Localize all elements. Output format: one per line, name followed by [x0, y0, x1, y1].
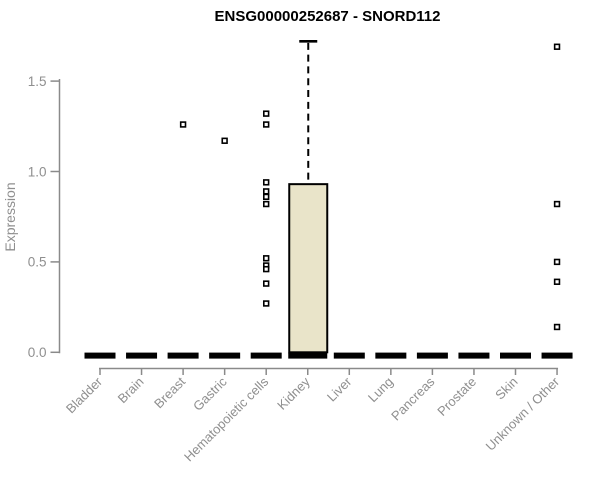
x-category-label: Brain	[115, 374, 147, 406]
outlier-point	[262, 265, 270, 273]
median-bar	[209, 352, 241, 359]
x-category-label: Skin	[492, 374, 520, 402]
median-bar	[167, 352, 199, 359]
y-tick-label: 1.0	[28, 164, 47, 179]
x-category-label: Unknown / Other	[483, 374, 563, 454]
outlier-point	[553, 43, 561, 50]
x-category-label: Pancreas	[388, 374, 438, 424]
outlier-point	[262, 179, 270, 186]
outlier-point	[262, 193, 270, 201]
median-bar	[288, 352, 328, 359]
y-tick-label: 1.5	[28, 74, 47, 89]
outlier-point	[553, 200, 561, 208]
x-category-label: Lung	[365, 374, 396, 405]
box-kidney	[288, 183, 329, 354]
median-bar	[250, 352, 282, 359]
chart-title: ENSG00000252687 - SNORD112	[214, 8, 441, 25]
median-bar	[333, 352, 365, 359]
median-bar	[375, 352, 407, 359]
median-bar	[541, 352, 573, 359]
x-category-label: Kidney	[274, 374, 313, 413]
y-tick-label: 0.5	[28, 255, 47, 270]
x-category-label: Gastric	[190, 374, 230, 414]
x-category-label: Prostate	[434, 374, 479, 419]
x-category-label: Bladder	[63, 374, 106, 417]
outlier-point	[553, 278, 561, 285]
median-bar	[458, 352, 490, 359]
outlier-point	[262, 121, 270, 128]
outlier-point	[262, 255, 270, 262]
outlier-point	[553, 258, 561, 266]
outlier-point	[262, 110, 270, 117]
outlier-point	[262, 300, 270, 307]
outlier-point	[221, 137, 228, 144]
outlier-point	[262, 280, 270, 287]
x-category-label: Breast	[151, 374, 188, 411]
outlier-point	[262, 188, 270, 195]
median-bar	[500, 352, 531, 359]
outlier-point	[179, 121, 187, 128]
outlier-point	[262, 200, 270, 208]
median-bar	[416, 352, 448, 359]
x-category-label: Liver	[324, 374, 355, 405]
median-bar	[126, 352, 158, 359]
outlier-point	[553, 323, 561, 331]
median-bar	[84, 352, 116, 359]
y-tick-label: 0.0	[28, 345, 47, 360]
